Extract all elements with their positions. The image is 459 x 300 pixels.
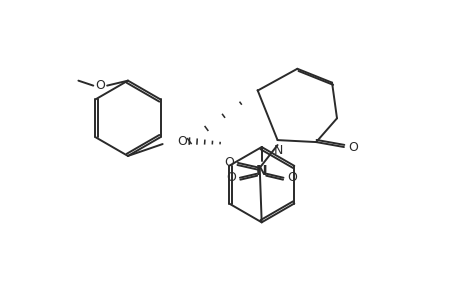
Text: O: O bbox=[95, 79, 105, 92]
Text: N: N bbox=[273, 143, 283, 157]
Text: O: O bbox=[177, 135, 187, 148]
Text: O: O bbox=[225, 171, 235, 184]
Text: O: O bbox=[224, 156, 234, 170]
Text: N: N bbox=[255, 164, 267, 178]
Text: O: O bbox=[347, 140, 357, 154]
Text: O: O bbox=[287, 171, 297, 184]
